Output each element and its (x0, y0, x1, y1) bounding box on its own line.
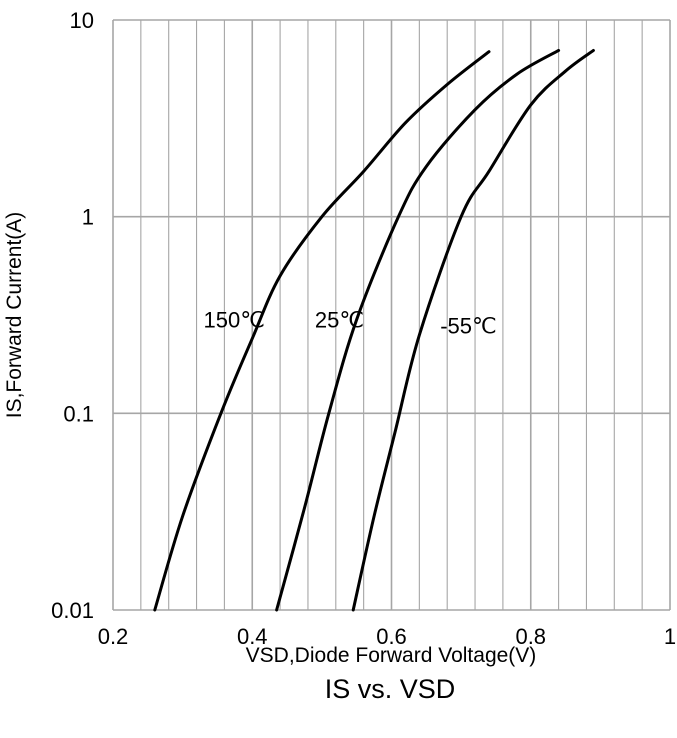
series-layer (153, 48, 595, 612)
y-tick-label: 0.1 (63, 401, 94, 426)
series-label: -55℃ (440, 313, 497, 338)
x-tick-label: 0.2 (98, 624, 129, 649)
series-label: 150℃ (204, 307, 265, 332)
chart-title: IS vs. VSD (325, 674, 456, 704)
grid-layer (112, 19, 671, 611)
x-tick-label: 0.8 (515, 624, 546, 649)
x-axis-title: VSD,Diode Forward Voltage(V) (246, 644, 537, 667)
y-tick-label: 10 (70, 8, 94, 33)
annotation-layer: 150℃ 25℃ -55℃ (204, 307, 497, 338)
y-axis-title: IS,Forward Current(A) (3, 212, 26, 419)
y-tick-label: 1 (82, 205, 94, 230)
series-label: 25℃ (315, 307, 364, 332)
series-line (153, 50, 491, 612)
series-line (351, 48, 595, 612)
x-tick-label: 0.4 (237, 624, 268, 649)
y-tick-label: 0.01 (51, 598, 94, 623)
tick-layer: 0.2 0.4 0.6 0.8 1 0.01 0.1 1 10 (51, 8, 676, 649)
x-tick-label: 0.6 (376, 624, 407, 649)
x-tick-label: 1 (664, 624, 676, 649)
series-line (275, 48, 561, 612)
